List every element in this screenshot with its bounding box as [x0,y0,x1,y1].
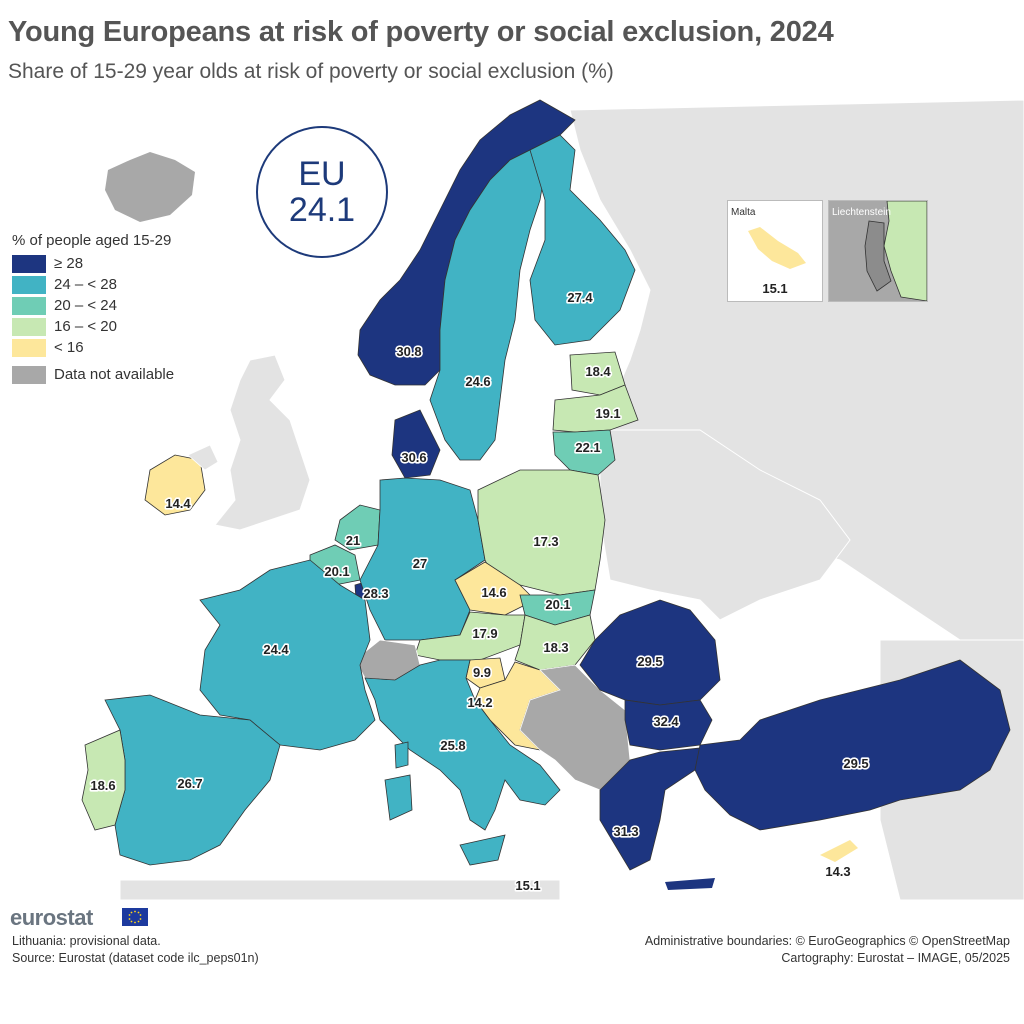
label-germany: 27 [413,556,427,571]
inset-title: Malta [731,207,756,218]
region-denmark[interactable] [391,409,441,479]
legend-swatch [12,317,46,336]
eu-badge-value: 24.1 [288,191,356,229]
legend-label: ≥ 28 [54,255,84,272]
legend-swatch [12,254,46,273]
region-crete [665,878,715,890]
label-netherlands: 21 [346,533,360,548]
label-austria: 17.9 [472,626,497,641]
eu-flag-icon [122,908,148,926]
label-greece: 31.3 [613,824,638,839]
liechtenstein-inset: Liechtenstein [828,200,928,302]
label-slovenia: 9.9 [473,665,491,680]
region-iceland[interactable] [105,152,195,222]
region-ireland[interactable] [144,454,206,516]
legend-label: 24 – < 28 [54,276,117,293]
legend-title: % of people aged 15-29 [12,232,172,249]
eurostat-logo: eurostat [10,905,93,930]
label-cyprus: 14.3 [825,864,850,879]
label-france: 24.4 [263,642,289,657]
label-malta: 15.1 [515,878,540,893]
label-norway: 30.8 [396,344,421,359]
legend-item: Data not available [12,364,174,385]
region-value-labels: 30.8 24.6 27.4 18.4 19.1 22.1 30.6 14.4 … [89,288,871,894]
legend-item: 20 – < 24 [12,295,174,316]
page-title: Young Europeans at risk of poverty or so… [8,16,834,48]
legend-item: 24 – < 28 [12,274,174,295]
region-lithuania[interactable] [552,429,616,476]
legend-swatch [12,338,46,357]
region-france[interactable] [199,559,376,751]
label-lithuania: 22.1 [575,440,600,455]
legend-item: 16 – < 20 [12,316,174,337]
region-corsica [394,741,409,769]
eu-badge-name: EU [298,155,346,193]
page-subtitle: Share of 15-29 year olds at risk of pove… [8,60,614,83]
legend-item: < 16 [12,337,174,358]
legend-label: < 16 [54,339,84,356]
label-latvia: 19.1 [595,406,620,421]
region-sweden[interactable] [429,149,546,461]
region-sardinia [384,774,413,821]
label-finland: 27.4 [567,290,593,305]
region-finland[interactable] [529,134,636,346]
legend-item: ≥ 28 [12,253,174,274]
footer-cartography: Cartography: Eurostat – IMAGE, 05/2025 [781,951,1010,965]
footer-boundaries: Administrative boundaries: © EuroGeograp… [644,934,1010,948]
label-ireland: 14.4 [165,496,191,511]
eu-average-badge: EU 24.1 [256,126,388,258]
map-legend: % of people aged 15-29 ≥ 28 24 – < 28 20… [12,232,174,385]
label-denmark: 30.6 [401,450,426,465]
region-cyprus[interactable] [820,840,858,862]
footer-note: Lithuania: provisional data. [12,934,161,948]
inset-value: 15.1 [762,281,788,296]
legend-swatch [12,275,46,294]
region-greece[interactable] [599,747,701,871]
region-sicily [459,834,506,866]
region-latvia[interactable] [552,384,639,433]
label-italy: 25.8 [440,738,465,753]
label-spain: 26.7 [177,776,202,791]
label-croatia: 14.2 [467,695,492,710]
legend-swatch [12,365,46,384]
region-northern-ireland [187,444,219,471]
inset-title: Liechtenstein [832,207,891,218]
malta-inset: Malta 15.1 [727,200,823,302]
malta-shape [748,227,806,269]
label-czechia: 14.6 [481,585,506,600]
liechtenstein-shape [864,201,927,301]
legend-label: Data not available [54,366,175,383]
label-sweden: 24.6 [465,374,490,389]
label-estonia: 18.4 [585,364,611,379]
label-turkey: 29.5 [843,756,868,771]
legend-swatch [12,296,46,315]
label-hungary: 18.3 [543,640,568,655]
label-slovakia: 20.1 [545,597,570,612]
region-turkey[interactable] [694,659,1011,831]
region-italy[interactable] [364,659,561,831]
region-portugal[interactable] [81,729,126,831]
label-romania: 29.5 [637,654,662,669]
region-romania[interactable] [579,599,721,706]
label-portugal: 18.6 [90,778,115,793]
label-belgium: 20.1 [324,564,349,579]
label-poland: 17.3 [533,534,558,549]
footer-source: Source: Eurostat (dataset code ilc_peps0… [12,951,259,965]
label-luxembourg: 28.3 [363,586,388,601]
legend-label: 20 – < 24 [54,297,117,314]
label-bulgaria: 32.4 [653,714,679,729]
legend-label: 16 – < 20 [54,318,117,335]
